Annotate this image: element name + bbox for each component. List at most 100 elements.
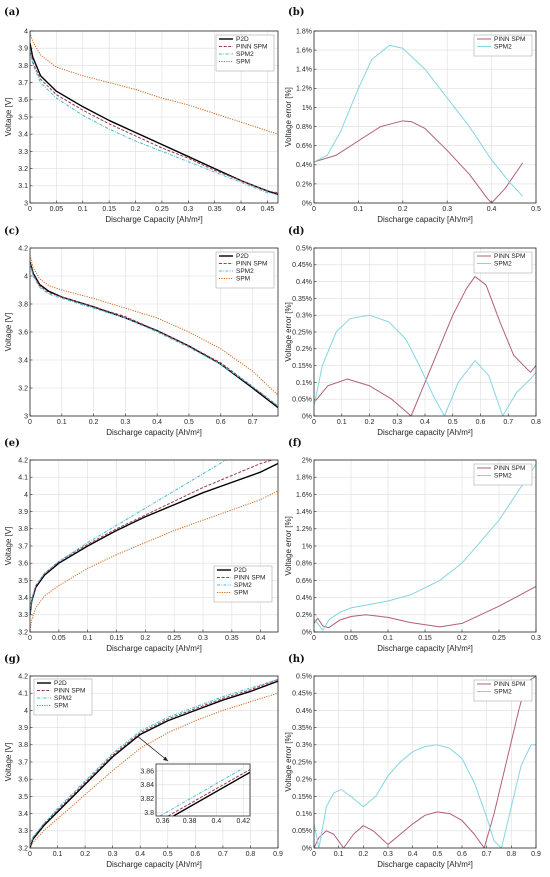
panel-label: (e): [4, 438, 20, 449]
panel-label: (f): [288, 438, 302, 449]
y-tick-label: 0.05%: [292, 397, 312, 404]
legend-entry: SPM: [236, 59, 250, 66]
series-line-spm2: [30, 263, 278, 407]
series-group: [30, 32, 278, 196]
y-tick-label: 0.4%: [296, 279, 312, 286]
legend-box: [215, 251, 275, 289]
series-group: [314, 464, 536, 631]
y-tick-label: 0.3%: [296, 313, 312, 320]
y-tick-label: 1%: [302, 543, 312, 550]
y-tick-label: 0.6%: [296, 143, 312, 150]
y-tick-label: 4.2: [18, 245, 28, 252]
legend-box: [473, 251, 533, 274]
y-tick-label: 4: [24, 28, 28, 35]
y-axis-label: Voltage error [%]: [284, 516, 293, 576]
y-tick-label: 0.3%: [296, 742, 312, 749]
y-tick-label: 0.2%: [296, 777, 312, 784]
x-tick-label: 0.05: [344, 635, 358, 642]
legend-entry: SPM: [54, 703, 68, 710]
y-tick-label: 3.2: [18, 166, 28, 173]
series-line-err_spm2: [314, 464, 536, 631]
y-tick-label: 3.4: [18, 357, 28, 364]
y-tick-label: 3.5: [18, 578, 28, 585]
x-tick-label: 0: [312, 851, 316, 858]
y-tick-label: 0.5%: [296, 245, 312, 252]
legend-entry: PINN SPM: [494, 681, 525, 688]
x-tick-label: 0: [312, 419, 316, 426]
y-tick-label: 0.6%: [296, 578, 312, 585]
x-tick-label: 0.1: [337, 419, 347, 426]
y-tick-label: 3.2: [18, 385, 28, 392]
x-tick-label: 0: [28, 851, 32, 858]
y-tick-label: 3.6: [18, 329, 28, 336]
x-tick-label: 0.3: [198, 635, 208, 642]
inset-series-line: [167, 769, 250, 816]
legend-entry: PINN SPM: [54, 688, 85, 695]
y-tick-label: 3.5: [18, 794, 28, 801]
y-tick-label: 1.8%: [296, 475, 312, 482]
y-tick-label: 0.45%: [292, 262, 312, 269]
y-tick-label: 0.4%: [296, 595, 312, 602]
x-tick-label: 0.4: [152, 419, 162, 426]
y-axis-label: Voltage error [%]: [284, 87, 293, 147]
x-tick-label: 0.6: [457, 851, 467, 858]
x-tick-label: 0.6: [216, 419, 226, 426]
x-tick-label: 0.3: [108, 851, 118, 858]
legend-entry: SPM2: [54, 695, 72, 702]
x-tick-label: 0: [28, 419, 32, 426]
x-tick-label: 0.5: [531, 206, 541, 213]
y-tick-label: 3.7: [18, 759, 28, 766]
x-axis-label: Discharge capacity [Ah/m²]: [106, 860, 202, 869]
y-tick-label: 3.9: [18, 725, 28, 732]
x-tick-label: 0.7: [482, 851, 492, 858]
legend-entry: SPM2: [494, 689, 512, 696]
series-line-err_spm2: [314, 44, 524, 197]
panel-label: (h): [288, 654, 305, 665]
y-tick-label: 3.6: [18, 561, 28, 568]
x-tick-label: 0.5: [184, 419, 194, 426]
x-tick-label: 0.3: [531, 635, 541, 642]
y-tick-label: 0.4%: [296, 162, 312, 169]
y-axis-label: Voltage error [%]: [284, 732, 293, 792]
legend-entry: SPM2: [494, 44, 512, 51]
y-tick-label: 0.15%: [292, 794, 312, 801]
y-tick-label: 3.7: [18, 543, 28, 550]
x-tick-label: 0.3: [121, 419, 131, 426]
plot-area: [314, 31, 536, 203]
panel-a: 0 0.05 0.1 0.15 0.2 0.25 0.3 0.35 0.4 0.45 3 3.1 3.2…: [4, 7, 279, 224]
x-tick-label: 0.1: [334, 851, 344, 858]
x-axis-label: Discharge capacity [Ah/m²]: [377, 644, 473, 653]
panel-c: 0 0.1 0.2 0.3 0.4 0.5 0.6 0.7 3 3.2 3.4 3.6 3.8 4 4.2 (…: [4, 226, 279, 437]
series-group: [30, 678, 278, 848]
inset-zoom: 0.36 0.38 0.4 0.42 3.8 3.82 3.84 3.86: [137, 735, 251, 825]
inset-x-tick-label: 0.4: [212, 818, 222, 825]
x-tick-label: 0.1: [57, 419, 67, 426]
legend-entry: SPM2: [494, 473, 512, 480]
x-tick-label: 0.4: [135, 851, 145, 858]
x-tick-label: 0.1: [83, 635, 93, 642]
y-tick-label: 3.9: [18, 46, 28, 53]
inset-x-tick-label: 0.36: [156, 818, 170, 825]
x-tick-label: 0.2: [457, 635, 467, 642]
x-tick-label: 0.15: [110, 635, 124, 642]
inset-y-tick-label: 3.86: [140, 768, 154, 775]
y-tick-label: 1.6%: [296, 48, 312, 55]
y-tick-label: 1.8%: [296, 28, 312, 35]
axes-frame: [29, 30, 279, 204]
x-tick-label: 0.6: [476, 419, 486, 426]
series-group: [314, 44, 524, 203]
y-tick-label: 0.5%: [296, 673, 312, 680]
x-tick-label: 0.15: [102, 206, 116, 213]
panel-d: 0 0.1 0.2 0.3 0.4 0.5 0.6 0.7 0.8 0% 0.05% 0.1% 0.15…: [284, 226, 541, 437]
y-tick-label: 0.05%: [292, 828, 312, 835]
panel-label: (d): [288, 226, 304, 237]
x-tick-label: 0.1: [53, 851, 63, 858]
x-tick-label: 0.8: [506, 851, 516, 858]
x-tick-label: 0.9: [273, 851, 283, 858]
y-tick-label: 0%: [302, 200, 312, 207]
x-tick-label: 0.7: [248, 419, 258, 426]
inset-x-tick-label: 0.38: [183, 818, 197, 825]
